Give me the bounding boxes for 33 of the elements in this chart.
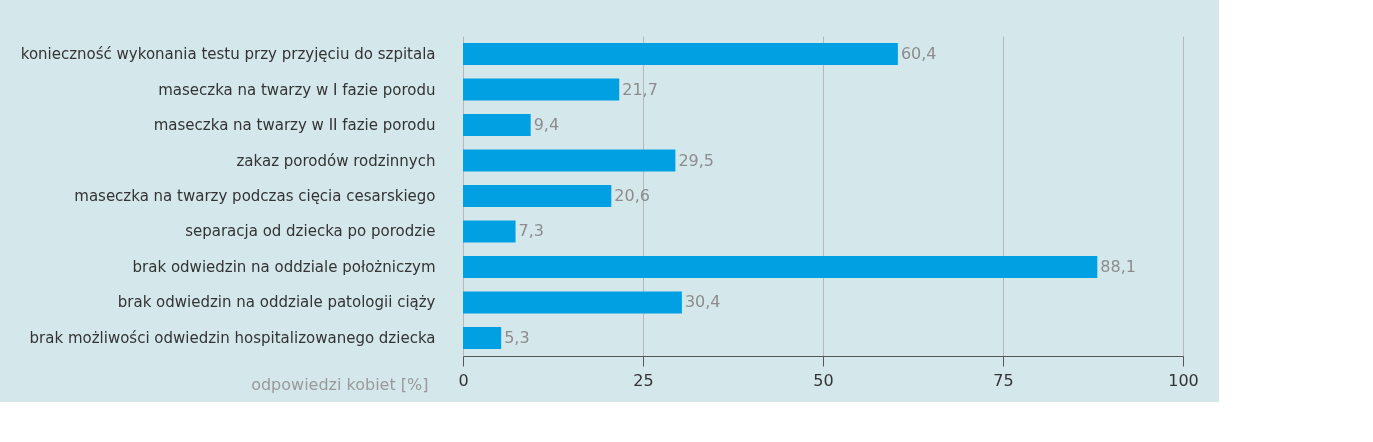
x-tick-label: 25 — [633, 370, 654, 390]
x-tick-label: 50 — [813, 370, 834, 390]
bar — [463, 149, 676, 172]
x-tick-label: 75 — [993, 370, 1014, 390]
x-tick-label: 100 — [1168, 370, 1199, 390]
y-tick-label: zakaz porodów rodzinnych — [236, 151, 436, 170]
y-tick-label: separacja od dziecka po porodzie — [185, 222, 436, 241]
data-label: 20,6 — [614, 186, 650, 205]
data-label: 60,4 — [900, 44, 937, 64]
y-tick-label: maseczka na twarzy podczas cięcia cesarskiego — [74, 187, 436, 205]
x-tick-label: 0 — [458, 370, 469, 390]
bar — [463, 255, 1098, 278]
data-label: 7,3 — [518, 221, 545, 241]
data-label: 30,4 — [684, 292, 721, 312]
y-tick-label: maseczka na twarzy w I fazie porodu — [158, 80, 436, 99]
bar — [463, 220, 516, 243]
bar — [463, 114, 531, 137]
y-tick-label: brak możliwości odwiedzin hospitalizowanego dziecka — [29, 328, 436, 347]
data-label: 29,5 — [678, 150, 715, 170]
bar — [463, 185, 612, 207]
y-tick-label: maseczka na twarzy w II fazie porodu — [153, 116, 436, 135]
y-tick-label: brak odwiedzin na oddziale patologii ciąży — [117, 293, 436, 312]
x-axis-title: odpowiedzi kobiet [%] — [251, 374, 429, 394]
y-tick-label: brak odwiedzin na oddziale położniczym — [132, 257, 436, 276]
data-label: 9,4 — [533, 115, 560, 135]
bar — [463, 43, 898, 66]
data-label: 5,3 — [504, 327, 530, 347]
bar — [463, 291, 682, 314]
bar — [463, 326, 502, 349]
y-tick-label: konieczność wykonania testu przy przyjęciu do szpitala — [20, 45, 436, 64]
data-label: 21,7 — [622, 79, 658, 99]
data-label: 88,1 — [1100, 256, 1136, 276]
bar — [463, 78, 620, 101]
